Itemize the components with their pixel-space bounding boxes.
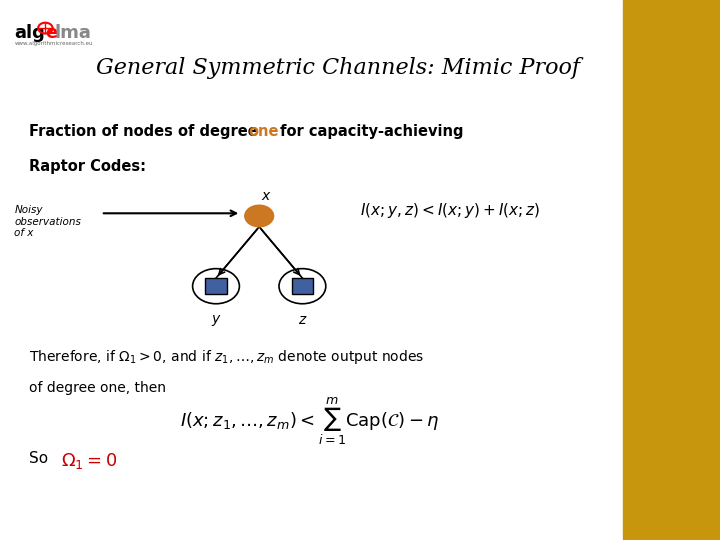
Text: So: So (29, 451, 53, 466)
Text: $I(x;y,z) < I(x;y) + I(x;z)$: $I(x;y,z) < I(x;y) + I(x;z)$ (360, 201, 541, 220)
Text: of degree one, then: of degree one, then (29, 381, 166, 395)
Text: $z$: $z$ (297, 313, 307, 327)
Text: alg: alg (14, 24, 45, 42)
Text: www.algorithmicresearch.eu: www.algorithmicresearch.eu (14, 40, 93, 45)
Text: Fraction of nodes of degree: Fraction of nodes of degree (29, 124, 263, 139)
Text: General Symmetric Channels: Mimic Proof: General Symmetric Channels: Mimic Proof (96, 57, 580, 79)
FancyBboxPatch shape (292, 278, 313, 294)
Text: $I(x; z_1, \ldots, z_m) < \sum_{i=1}^{m} \mathrm{Cap}(\mathcal{C}) - \eta$: $I(x; z_1, \ldots, z_m) < \sum_{i=1}^{m}… (180, 395, 439, 447)
Text: Raptor Codes:: Raptor Codes: (29, 159, 145, 174)
Text: Noisy
observations
of x: Noisy observations of x (14, 205, 81, 238)
Text: $y$: $y$ (211, 313, 221, 328)
Circle shape (245, 205, 274, 227)
Text: for capacity-achieving: for capacity-achieving (275, 124, 464, 139)
Bar (623, 0, 720, 540)
FancyBboxPatch shape (205, 278, 227, 294)
Text: one: one (248, 124, 279, 139)
Text: Therefore, if $\Omega_1 > 0$, and if $z_1, \ldots, z_m$ denote output nodes: Therefore, if $\Omega_1 > 0$, and if $z_… (29, 348, 424, 366)
Text: $x$: $x$ (261, 188, 271, 202)
Text: e: e (45, 24, 58, 42)
Text: $\Omega_1 = 0$: $\Omega_1 = 0$ (61, 451, 118, 471)
Text: lma: lma (54, 24, 91, 42)
